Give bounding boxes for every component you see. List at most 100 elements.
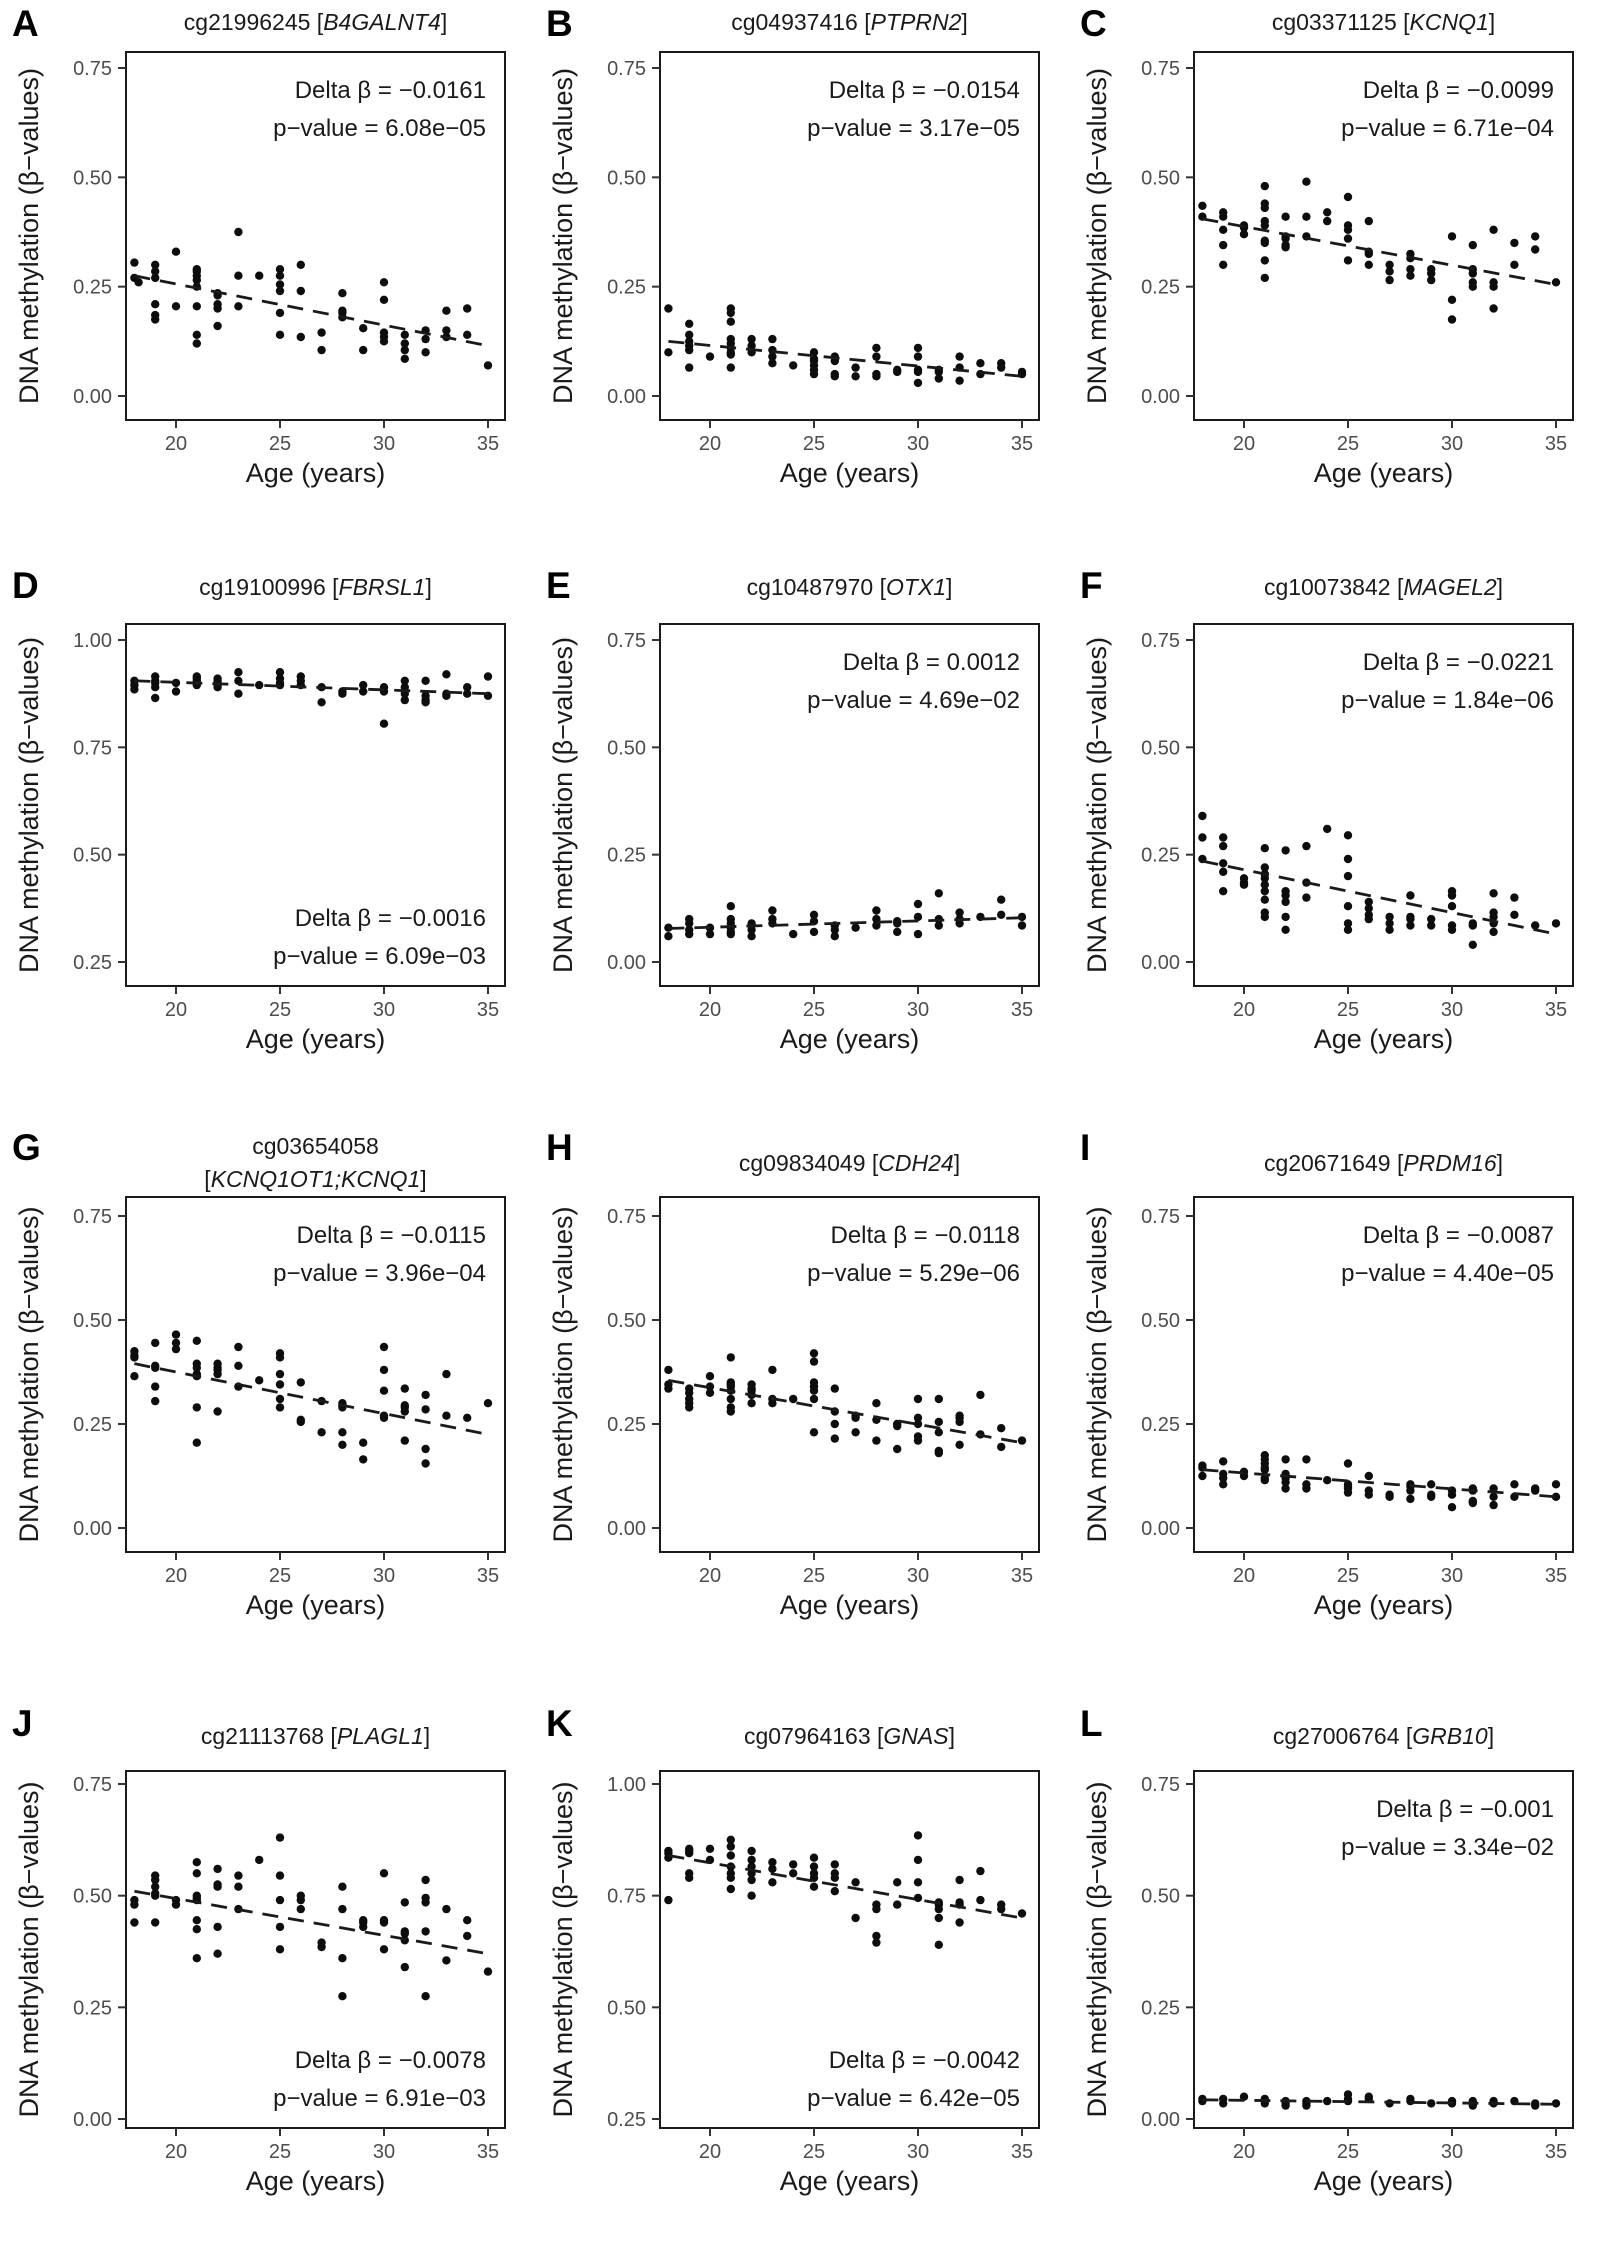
x-axis-label: Age (years) [780,2166,920,2196]
panel-title: cg04937416 [PTPRN2] [731,9,968,35]
data-point [1468,282,1477,291]
data-point [234,271,243,280]
data-point [1239,230,1249,239]
data-point [934,1940,943,1949]
x-axis-ticks: 20 25 30 35 [165,1552,499,1587]
data-point [1447,1490,1457,1499]
data-point [400,1407,409,1416]
data-point [726,1842,735,1851]
data-point [1239,880,1249,889]
x-tick-label: 35 [477,1565,499,1587]
data-point [275,265,285,274]
y-tick-label: 0.25 [73,1997,112,2019]
y-tick-label: 0.25 [1141,277,1180,299]
panel-title: cg10073842 [MAGEL2] [1264,574,1503,600]
data-point [151,1363,160,1372]
data-point [726,1394,735,1404]
panel-title: cg27006764 [GRB10] [1273,1723,1494,1749]
panel-letter: D [12,565,39,606]
data-point [705,1372,715,1381]
data-point [1343,871,1353,881]
x-axis-label: Age (years) [246,1024,386,1054]
panel-letter: H [546,1127,573,1168]
data-point [726,1353,735,1362]
data-point [789,1860,798,1869]
data-point [1406,271,1415,280]
data-point [421,1459,430,1468]
x-tick-label: 35 [1011,433,1033,455]
data-points [664,889,1027,941]
data-point [830,925,839,934]
y-axis-ticks: 0.00 0.25 0.50 0.75 [607,1206,660,1540]
x-tick-label: 20 [1233,433,1255,455]
y-axis-label: DNA methylation (β−values) [548,1782,578,2118]
data-point [1447,925,1457,934]
data-point [192,1858,201,1867]
y-axis-label: DNA methylation (β−values) [1082,68,1112,404]
data-point [379,278,389,287]
data-point [747,1855,756,1865]
data-point [1489,889,1498,898]
data-point [379,1386,389,1395]
data-point [726,1884,735,1894]
data-point [1281,846,1290,855]
x-tick-label: 30 [907,999,929,1021]
data-point [1281,912,1290,922]
data-point [275,1369,285,1379]
data-point [913,899,923,909]
x-axis-label: Age (years) [246,2166,386,2196]
trend-line [668,916,1023,930]
delta-beta-annotation: Delta β = −0.0118 [831,1222,1021,1249]
p-value-annotation: p−value = 3.17e−05 [807,115,1020,142]
data-point [1385,925,1394,934]
plot-border [125,51,506,421]
y-tick-label: 0.75 [607,1206,646,1228]
data-point [442,1369,451,1379]
data-point [317,345,326,355]
p-value-annotation: p−value = 6.42e−05 [807,2085,1020,2112]
x-tick-label: 35 [1011,2141,1033,2163]
data-point [747,1891,756,1900]
data-point [1017,1436,1027,1445]
data-point [296,1895,305,1905]
data-point [913,1893,923,1903]
data-point [1323,2096,1332,2106]
data-point [359,680,368,690]
data-point [913,352,923,361]
data-point [1302,177,1311,186]
data-point [1427,914,1436,924]
data-point [726,1851,735,1860]
data-point [1323,824,1332,834]
data-point [1551,919,1561,928]
x-tick-label: 35 [1011,999,1033,1021]
data-point [1510,910,1519,919]
data-point [1468,240,1477,250]
data-point [463,304,472,313]
data-point [768,359,777,368]
data-point [442,1904,451,1914]
data-point [705,352,715,361]
y-tick-label: 0.50 [1141,167,1180,189]
data-point [1364,249,1373,259]
data-point [151,1338,160,1348]
data-point [255,1855,264,1865]
data-point [664,304,673,313]
x-axis-label: Age (years) [780,458,920,488]
data-point [872,343,881,353]
data-point [1198,833,1207,842]
data-point [1489,1492,1498,1501]
data-point [151,267,160,276]
data-point [1260,912,1269,922]
data-point [726,350,735,359]
data-point [830,932,839,941]
y-axis-label: DNA methylation (β−values) [14,1782,44,2118]
data-point [1260,221,1269,230]
data-point [255,680,264,690]
data-point [134,278,143,287]
x-tick-label: 35 [1545,2141,1567,2163]
x-axis-label: Age (years) [1314,458,1454,488]
